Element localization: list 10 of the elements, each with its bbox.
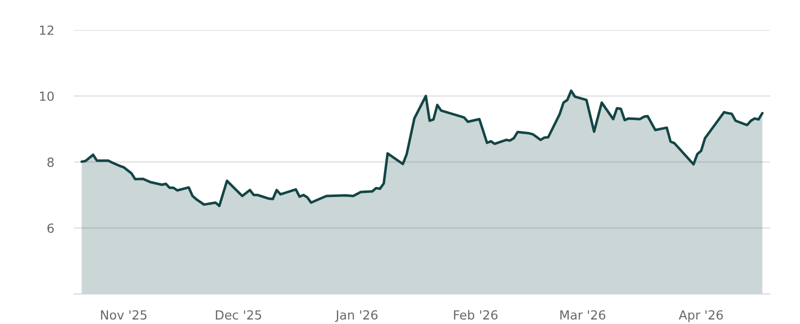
x-tick-label: Jan '26	[335, 310, 378, 322]
x-tick-label: Apr '26	[678, 310, 723, 322]
y-tick-label: 6	[47, 223, 54, 233]
y-tick-label: 10	[40, 91, 54, 101]
y-tick-label: 12	[40, 25, 54, 35]
x-tick-label: Feb '26	[454, 310, 498, 320]
y-tick-label: 8	[47, 157, 54, 167]
x-tick-label: Mar '26	[560, 310, 606, 320]
x-tick-label: Nov '25	[101, 310, 146, 320]
x-tick-label: Dec '25	[216, 310, 262, 320]
